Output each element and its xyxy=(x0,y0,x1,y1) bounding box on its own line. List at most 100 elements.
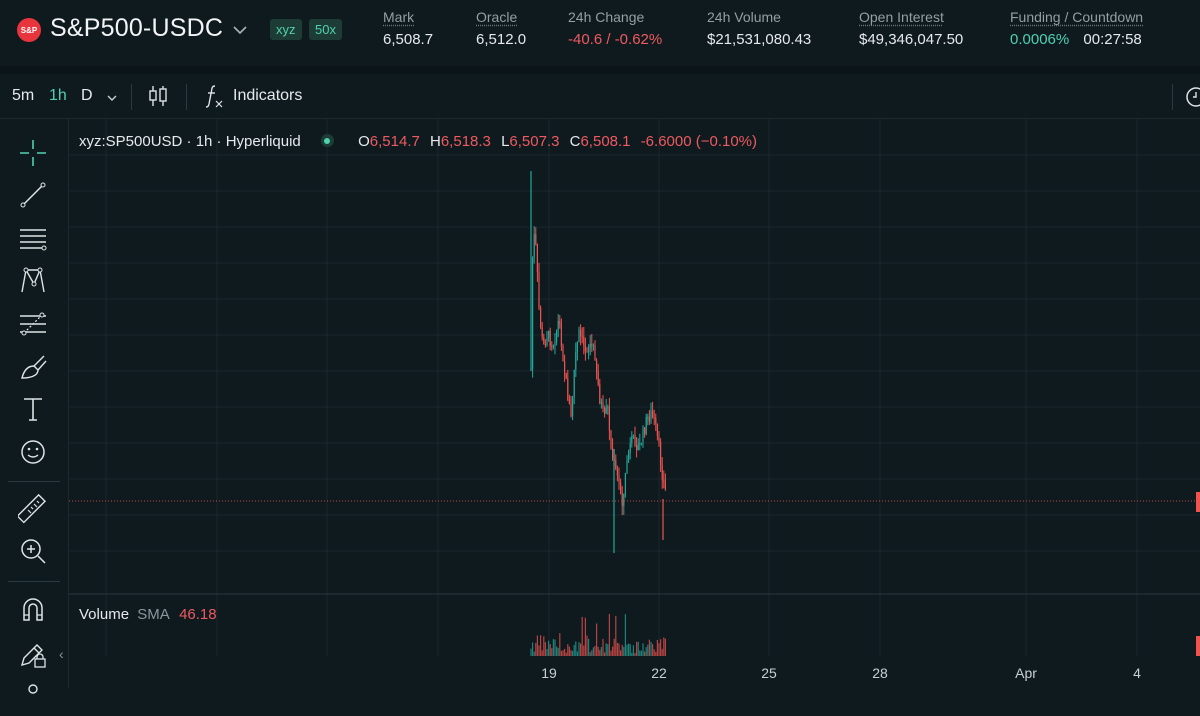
volume-bar xyxy=(591,650,593,656)
volume-bar xyxy=(596,623,598,656)
candle-body xyxy=(647,416,649,418)
candle-body xyxy=(636,445,638,450)
candle-body xyxy=(664,481,666,490)
brush-icon[interactable] xyxy=(18,352,48,382)
volume-bar xyxy=(565,652,567,656)
trend-line-icon[interactable] xyxy=(18,180,48,210)
candle-body xyxy=(570,403,572,417)
funding-countdown: 00:27:58 xyxy=(1083,31,1142,48)
volume-bar xyxy=(613,638,615,656)
fib-icon[interactable] xyxy=(18,309,48,339)
leverage-badge[interactable]: 50x xyxy=(309,19,342,40)
lock-draw-icon[interactable] xyxy=(18,639,48,669)
candle-body xyxy=(661,465,663,480)
chart-canvas[interactable] xyxy=(69,119,1200,688)
candle-body xyxy=(548,330,550,338)
candle-body xyxy=(605,407,607,414)
volume-bar xyxy=(624,614,626,656)
clock-icon[interactable] xyxy=(1184,86,1200,108)
candle-body xyxy=(588,348,590,352)
candle-body xyxy=(535,233,537,244)
volume-bar xyxy=(592,647,594,656)
indicators-button[interactable]: Indicators xyxy=(233,87,303,104)
volume-bar xyxy=(557,647,559,656)
candle-body xyxy=(602,402,604,408)
volume-bar xyxy=(620,650,622,656)
candle-body xyxy=(623,494,625,506)
volume-bar xyxy=(599,650,601,656)
candle-body xyxy=(559,320,561,325)
volume-bar xyxy=(552,639,554,656)
candle-body xyxy=(543,337,545,344)
candle-body xyxy=(576,342,578,352)
legend-high: 6,518.3 xyxy=(440,133,491,150)
text-icon[interactable] xyxy=(18,394,48,424)
volume-bar xyxy=(533,651,535,656)
timeframe-d[interactable]: D xyxy=(81,87,93,104)
stat-open-interest-label: Open Interest xyxy=(859,9,944,25)
candle-body xyxy=(592,345,594,347)
x-tick-label: 22 xyxy=(651,665,667,681)
timeframe-1h[interactable]: 1h xyxy=(49,87,67,104)
candle-body xyxy=(624,473,626,495)
candle-body xyxy=(656,423,658,436)
candle-body xyxy=(540,308,542,328)
volume-bar xyxy=(540,635,542,656)
candle-body xyxy=(650,410,652,422)
candle-body xyxy=(599,384,601,404)
drawing-toolbar xyxy=(0,119,69,694)
candle-body xyxy=(586,351,588,353)
timeframe-chevron-icon[interactable] xyxy=(105,91,119,105)
volume-sma-label: SMA xyxy=(137,606,169,623)
volume-legend: Volume SMA 46.18 xyxy=(79,606,217,623)
collapse-toolbar-arrow[interactable]: ‹ xyxy=(59,646,64,662)
candle-body xyxy=(612,447,614,459)
function-icon[interactable] xyxy=(203,83,225,109)
candle-body xyxy=(620,482,622,494)
volume-bar xyxy=(597,646,599,656)
toolbar-divider xyxy=(186,84,187,110)
horizontal-lines-icon[interactable] xyxy=(18,224,48,254)
ruler-icon[interactable] xyxy=(16,493,48,524)
volume-bar xyxy=(584,617,586,656)
volume-marker xyxy=(1196,636,1200,656)
price-chart[interactable]: xyz:SP500USD · 1h · Hyperliquid O6,514.7… xyxy=(69,119,1200,688)
zoom-in-icon[interactable] xyxy=(18,536,48,566)
magnet-icon[interactable] xyxy=(18,594,48,624)
volume-bar xyxy=(650,641,652,656)
market-header: S&P S&P500-USDC xyz 50x Mark 6,508.7 Ora… xyxy=(0,0,1200,66)
volume-bar xyxy=(604,652,606,656)
stat-change-label: 24h Change xyxy=(568,9,645,25)
timeframe-5m[interactable]: 5m xyxy=(12,87,35,104)
crosshair-icon[interactable] xyxy=(18,138,48,168)
candle-body xyxy=(645,417,647,435)
legend-open: 6,514.7 xyxy=(369,133,420,150)
stat-funding-label: Funding / Countdown xyxy=(1010,9,1144,25)
emoji-icon[interactable] xyxy=(18,437,48,467)
pattern-icon[interactable] xyxy=(18,266,48,296)
volume-bar xyxy=(653,649,655,656)
candle-body xyxy=(610,430,612,448)
volume-label: Volume xyxy=(79,606,130,623)
stat-mark-label: Mark xyxy=(383,9,415,25)
stat-mark-value: 6,508.7 xyxy=(383,31,434,48)
volume-bar xyxy=(610,650,612,656)
toolbar-divider xyxy=(131,84,132,110)
candle-body xyxy=(554,342,556,346)
volume-bar xyxy=(664,638,666,656)
ohlc-legend: xyz:SP500USD · 1h · Hyperliquid O6,514.7… xyxy=(79,133,757,150)
legend-h-label: H xyxy=(430,133,441,150)
volume-bar xyxy=(535,642,537,656)
more-tools-icon[interactable] xyxy=(18,681,48,711)
chevron-down-icon[interactable] xyxy=(232,22,248,38)
candle-body xyxy=(562,346,564,362)
candle-body xyxy=(546,337,548,346)
candle-body xyxy=(597,372,599,385)
volume-bar xyxy=(616,642,618,656)
volume-bar xyxy=(594,645,596,656)
volume-bar xyxy=(544,642,546,656)
market-symbol[interactable]: S&P500-USDC xyxy=(50,14,224,42)
header-separator xyxy=(0,66,1200,74)
candlestick-icon[interactable] xyxy=(147,84,169,108)
candle-body xyxy=(556,329,558,343)
